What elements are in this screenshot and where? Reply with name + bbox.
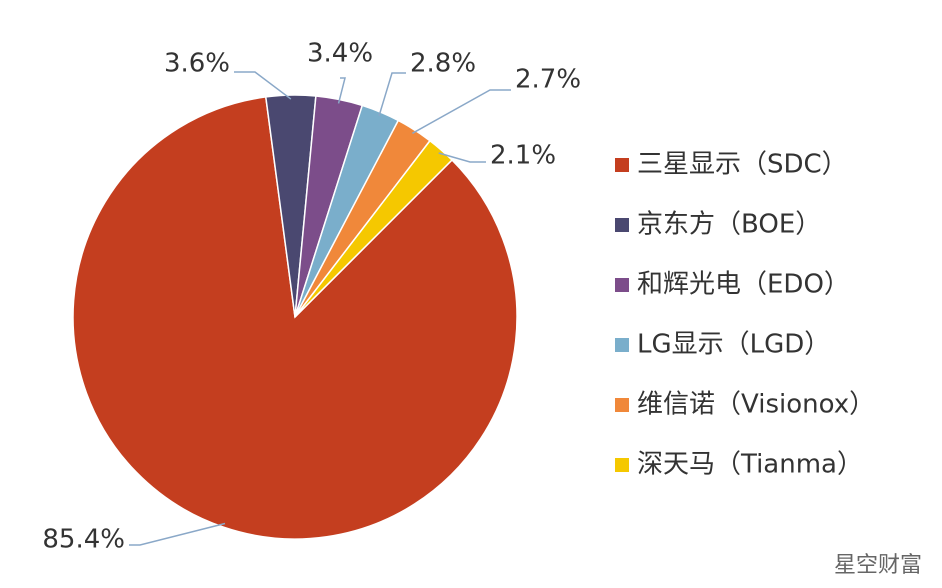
pie-slice (72, 96, 518, 540)
legend-swatch (615, 338, 629, 352)
legend-swatch (615, 158, 629, 172)
data-label: 3.4% (307, 39, 373, 69)
pie-slice (294, 139, 454, 318)
legend-swatch (615, 278, 629, 292)
legend-label: 维信诺（Visionox） (637, 390, 875, 420)
legend-label: 和辉光电（EDO） (637, 270, 850, 300)
legend-label: LG显示（LGD） (637, 330, 830, 360)
leader-line (337, 77, 346, 104)
data-label: 2.7% (515, 65, 581, 95)
leader-line (129, 522, 226, 546)
data-label: 3.6% (164, 49, 230, 79)
legend-swatch (615, 458, 629, 472)
leader-line (234, 71, 292, 100)
data-label: 85.4% (42, 525, 125, 555)
data-label: 2.8% (410, 49, 476, 79)
leader-line (438, 152, 486, 163)
legend-swatch (615, 398, 629, 412)
legend-label: 京东方（BOE） (637, 210, 821, 240)
leader-line (412, 89, 511, 134)
leader-line (378, 72, 406, 117)
legend-label: 深天马（Tianma） (637, 450, 863, 480)
watermark: 星空财富 (834, 553, 922, 578)
legend-swatch (615, 218, 629, 232)
legend-label: 三星显示（SDC） (637, 150, 848, 180)
data-label: 2.1% (490, 141, 556, 171)
